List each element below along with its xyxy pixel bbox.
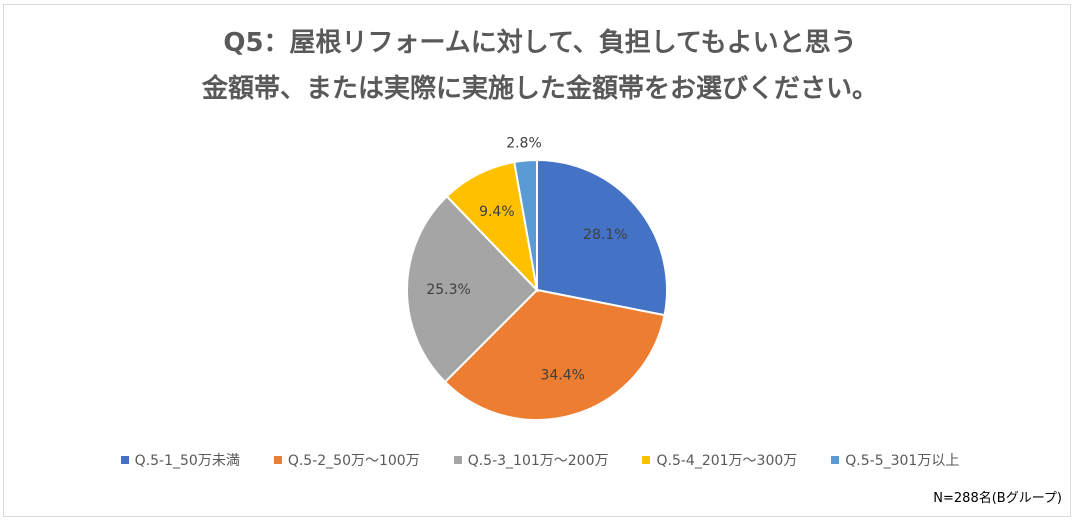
pie-slice	[445, 160, 539, 294]
slice-data-label: 25.3%	[426, 282, 470, 298]
pie-slice	[443, 288, 666, 421]
legend-label: Q.5-1_50万未満	[134, 453, 240, 469]
chart-title-line1: Q5：屋根リフォームに対して、負担してもよいと思う	[223, 28, 857, 58]
chart-legend: Q.5-1_50万未満 Q.5-2_50万～100万 Q.5-3_101万～200万…	[0, 450, 1080, 470]
slice-data-label: 28.1%	[583, 227, 627, 243]
legend-swatch	[453, 456, 462, 464]
legend-item: Q.5-3_101万～200万	[453, 450, 609, 470]
legend-label: Q.5-3_101万～200万	[467, 453, 609, 469]
slice-data-label: 9.4%	[479, 204, 515, 220]
pie-slice	[406, 194, 539, 384]
chart-title-line2: 金額帯、または実際に実施した金額帯をお選びください。	[201, 74, 878, 104]
sample-size-note: N=288名(Bグループ)	[933, 491, 1062, 506]
legend-item: Q.5-2_50万～100万	[273, 450, 420, 470]
legend-item: Q.5-5_301万以上	[831, 450, 959, 470]
legend-label: Q.5-5_301万以上	[845, 453, 960, 469]
legend-label: Q.5-4_201万～300万	[656, 453, 798, 469]
legend-swatch	[831, 456, 840, 464]
legend-swatch	[273, 456, 282, 464]
legend-item: Q.5-4_201万～300万	[642, 450, 797, 470]
slice-data-label: 2.8%	[506, 136, 542, 152]
legend-label: Q.5-2_50万～100万	[287, 453, 420, 469]
legend-item: Q.5-1_50万未満	[120, 450, 240, 470]
legend-swatch	[642, 456, 651, 464]
legend-swatch	[120, 456, 129, 464]
pie-slice	[513, 158, 538, 291]
pie-slice	[536, 158, 668, 317]
slice-data-label: 34.4%	[540, 368, 584, 384]
